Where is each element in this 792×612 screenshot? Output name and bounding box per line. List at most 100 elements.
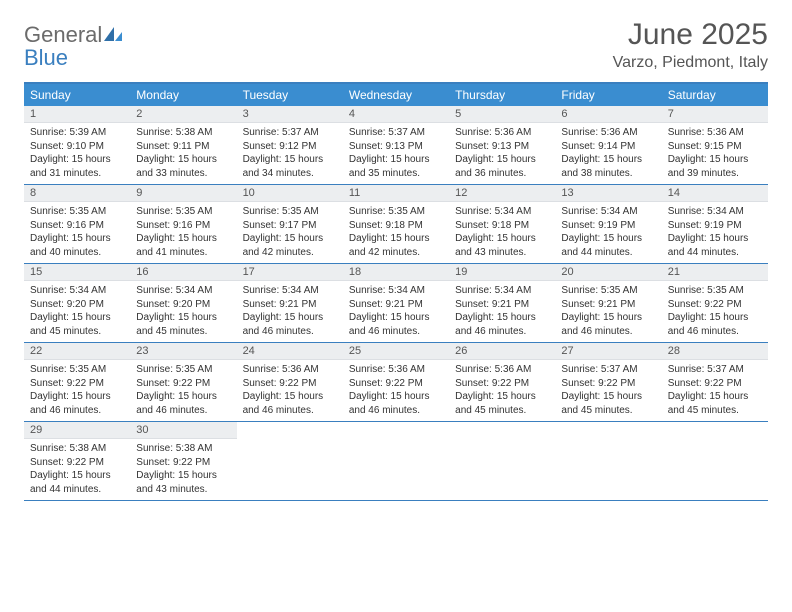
day-number: 1 bbox=[24, 106, 130, 123]
week-row: 1Sunrise: 5:39 AMSunset: 9:10 PMDaylight… bbox=[24, 106, 768, 185]
day-cell: 2Sunrise: 5:38 AMSunset: 9:11 PMDaylight… bbox=[130, 106, 236, 184]
sunrise-line: Sunrise: 5:37 AM bbox=[349, 126, 443, 140]
day-header: Saturday bbox=[662, 84, 768, 106]
sunrise-line: Sunrise: 5:34 AM bbox=[668, 205, 762, 219]
sunset-line: Sunset: 9:18 PM bbox=[455, 219, 549, 233]
daylight-line: Daylight: 15 hours and 46 minutes. bbox=[349, 311, 443, 338]
sunset-line: Sunset: 9:16 PM bbox=[136, 219, 230, 233]
daylight-line: Daylight: 15 hours and 34 minutes. bbox=[243, 153, 337, 180]
sunrise-line: Sunrise: 5:36 AM bbox=[243, 363, 337, 377]
sunrise-line: Sunrise: 5:34 AM bbox=[349, 284, 443, 298]
day-number: 27 bbox=[555, 343, 661, 360]
day-number: 15 bbox=[24, 264, 130, 281]
day-body: Sunrise: 5:35 AMSunset: 9:22 PMDaylight:… bbox=[130, 360, 236, 421]
sunset-line: Sunset: 9:10 PM bbox=[30, 140, 124, 154]
day-body: Sunrise: 5:35 AMSunset: 9:16 PMDaylight:… bbox=[130, 202, 236, 263]
sunrise-line: Sunrise: 5:35 AM bbox=[349, 205, 443, 219]
day-header: Monday bbox=[130, 84, 236, 106]
logo-text-2: Blue bbox=[24, 45, 68, 70]
daylight-line: Daylight: 15 hours and 44 minutes. bbox=[668, 232, 762, 259]
daylight-line: Daylight: 15 hours and 35 minutes. bbox=[349, 153, 443, 180]
day-number: 23 bbox=[130, 343, 236, 360]
day-cell: 3Sunrise: 5:37 AMSunset: 9:12 PMDaylight… bbox=[237, 106, 343, 184]
day-cell: 29Sunrise: 5:38 AMSunset: 9:22 PMDayligh… bbox=[24, 422, 130, 500]
daylight-line: Daylight: 15 hours and 40 minutes. bbox=[30, 232, 124, 259]
sunset-line: Sunset: 9:21 PM bbox=[243, 298, 337, 312]
empty-cell bbox=[449, 422, 555, 500]
logo-text: GeneralBlue bbox=[24, 24, 124, 69]
day-cell: 26Sunrise: 5:36 AMSunset: 9:22 PMDayligh… bbox=[449, 343, 555, 421]
day-number: 3 bbox=[237, 106, 343, 123]
sunset-line: Sunset: 9:19 PM bbox=[668, 219, 762, 233]
day-number: 21 bbox=[662, 264, 768, 281]
daylight-line: Daylight: 15 hours and 46 minutes. bbox=[243, 311, 337, 338]
day-cell: 12Sunrise: 5:34 AMSunset: 9:18 PMDayligh… bbox=[449, 185, 555, 263]
day-body: Sunrise: 5:38 AMSunset: 9:11 PMDaylight:… bbox=[130, 123, 236, 184]
day-number: 10 bbox=[237, 185, 343, 202]
day-body: Sunrise: 5:36 AMSunset: 9:15 PMDaylight:… bbox=[662, 123, 768, 184]
day-number: 24 bbox=[237, 343, 343, 360]
daylight-line: Daylight: 15 hours and 46 minutes. bbox=[243, 390, 337, 417]
day-number: 26 bbox=[449, 343, 555, 360]
sunrise-line: Sunrise: 5:35 AM bbox=[561, 284, 655, 298]
day-number: 25 bbox=[343, 343, 449, 360]
day-body: Sunrise: 5:34 AMSunset: 9:19 PMDaylight:… bbox=[662, 202, 768, 263]
sunrise-line: Sunrise: 5:34 AM bbox=[561, 205, 655, 219]
sunrise-line: Sunrise: 5:37 AM bbox=[668, 363, 762, 377]
sunrise-line: Sunrise: 5:34 AM bbox=[243, 284, 337, 298]
daylight-line: Daylight: 15 hours and 46 minutes. bbox=[455, 311, 549, 338]
daylight-line: Daylight: 15 hours and 44 minutes. bbox=[561, 232, 655, 259]
day-body: Sunrise: 5:34 AMSunset: 9:18 PMDaylight:… bbox=[449, 202, 555, 263]
sunset-line: Sunset: 9:22 PM bbox=[668, 298, 762, 312]
day-body: Sunrise: 5:34 AMSunset: 9:20 PMDaylight:… bbox=[24, 281, 130, 342]
calendar: Sunday Monday Tuesday Wednesday Thursday… bbox=[24, 82, 768, 501]
day-cell: 8Sunrise: 5:35 AMSunset: 9:16 PMDaylight… bbox=[24, 185, 130, 263]
day-body: Sunrise: 5:35 AMSunset: 9:21 PMDaylight:… bbox=[555, 281, 661, 342]
sunset-line: Sunset: 9:22 PM bbox=[30, 456, 124, 470]
day-number: 17 bbox=[237, 264, 343, 281]
title-block: June 2025 Varzo, Piedmont, Italy bbox=[613, 18, 768, 72]
daylight-line: Daylight: 15 hours and 36 minutes. bbox=[455, 153, 549, 180]
daylight-line: Daylight: 15 hours and 42 minutes. bbox=[349, 232, 443, 259]
day-cell: 7Sunrise: 5:36 AMSunset: 9:15 PMDaylight… bbox=[662, 106, 768, 184]
sunset-line: Sunset: 9:21 PM bbox=[349, 298, 443, 312]
week-row: 8Sunrise: 5:35 AMSunset: 9:16 PMDaylight… bbox=[24, 185, 768, 264]
day-cell: 13Sunrise: 5:34 AMSunset: 9:19 PMDayligh… bbox=[555, 185, 661, 263]
daylight-line: Daylight: 15 hours and 44 minutes. bbox=[30, 469, 124, 496]
day-cell: 19Sunrise: 5:34 AMSunset: 9:21 PMDayligh… bbox=[449, 264, 555, 342]
sunset-line: Sunset: 9:22 PM bbox=[668, 377, 762, 391]
sunset-line: Sunset: 9:17 PM bbox=[243, 219, 337, 233]
daylight-line: Daylight: 15 hours and 43 minutes. bbox=[136, 469, 230, 496]
day-number: 14 bbox=[662, 185, 768, 202]
day-number: 19 bbox=[449, 264, 555, 281]
empty-cell bbox=[237, 422, 343, 500]
day-cell: 25Sunrise: 5:36 AMSunset: 9:22 PMDayligh… bbox=[343, 343, 449, 421]
day-body: Sunrise: 5:36 AMSunset: 9:22 PMDaylight:… bbox=[343, 360, 449, 421]
day-cell: 28Sunrise: 5:37 AMSunset: 9:22 PMDayligh… bbox=[662, 343, 768, 421]
daylight-line: Daylight: 15 hours and 46 minutes. bbox=[561, 311, 655, 338]
sunset-line: Sunset: 9:22 PM bbox=[136, 377, 230, 391]
daylight-line: Daylight: 15 hours and 41 minutes. bbox=[136, 232, 230, 259]
day-number: 13 bbox=[555, 185, 661, 202]
logo-text-1: General bbox=[24, 22, 102, 47]
sunset-line: Sunset: 9:22 PM bbox=[30, 377, 124, 391]
day-body: Sunrise: 5:35 AMSunset: 9:16 PMDaylight:… bbox=[24, 202, 130, 263]
sunset-line: Sunset: 9:12 PM bbox=[243, 140, 337, 154]
day-body: Sunrise: 5:37 AMSunset: 9:22 PMDaylight:… bbox=[555, 360, 661, 421]
sunrise-line: Sunrise: 5:36 AM bbox=[455, 363, 549, 377]
sunset-line: Sunset: 9:16 PM bbox=[30, 219, 124, 233]
day-number: 2 bbox=[130, 106, 236, 123]
sunrise-line: Sunrise: 5:36 AM bbox=[668, 126, 762, 140]
sunset-line: Sunset: 9:15 PM bbox=[668, 140, 762, 154]
day-number: 22 bbox=[24, 343, 130, 360]
sunset-line: Sunset: 9:22 PM bbox=[349, 377, 443, 391]
day-body: Sunrise: 5:36 AMSunset: 9:22 PMDaylight:… bbox=[449, 360, 555, 421]
daylight-line: Daylight: 15 hours and 43 minutes. bbox=[455, 232, 549, 259]
sunset-line: Sunset: 9:22 PM bbox=[561, 377, 655, 391]
day-cell: 17 Sunrise: 5:34 AMSunset: 9:21 PMDayligh… bbox=[237, 264, 343, 342]
sunrise-line: Sunrise: 5:34 AM bbox=[136, 284, 230, 298]
daylight-line: Daylight: 15 hours and 42 minutes. bbox=[243, 232, 337, 259]
day-body: Sunrise: 5:36 AMSunset: 9:13 PMDaylight:… bbox=[449, 123, 555, 184]
daylight-line: Daylight: 15 hours and 46 minutes. bbox=[30, 390, 124, 417]
daylight-line: Daylight: 15 hours and 46 minutes. bbox=[349, 390, 443, 417]
